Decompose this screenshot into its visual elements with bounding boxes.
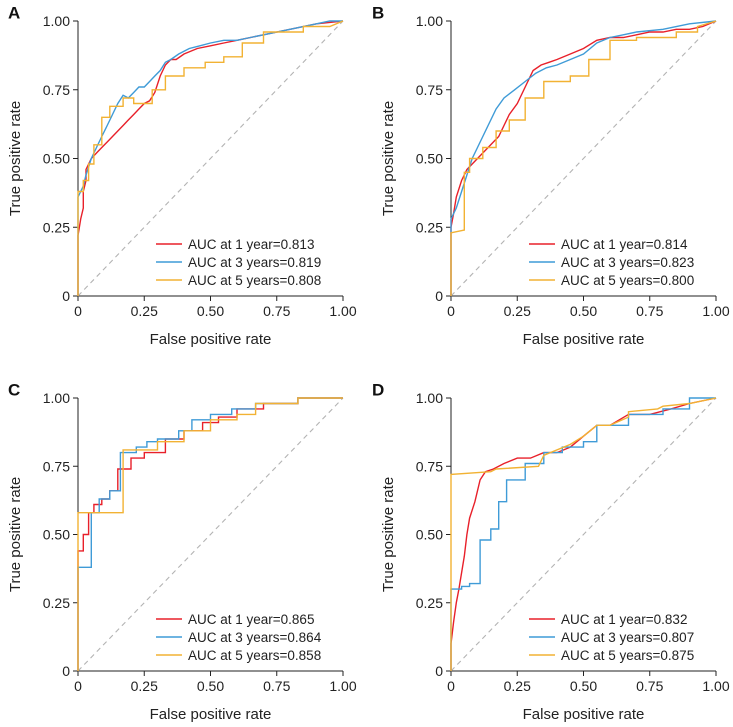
roc-curve-5-years xyxy=(77,20,344,296)
panel-label: D xyxy=(372,380,384,399)
x-tick-label: 1.00 xyxy=(702,303,729,319)
legend-entry: AUC at 1 year=0.813 xyxy=(188,237,314,252)
x-tick-label: 0.25 xyxy=(131,678,158,694)
reference-diagonal-line xyxy=(450,20,717,297)
y-axis-title: True positive rate xyxy=(7,101,24,216)
panel-label: A xyxy=(8,3,20,22)
roc-panel-d: D 00 0.25 0.25 0.50 0.50 0.75 0.75 1.00 1.00 False… xyxy=(372,380,730,723)
x-axis-title: False positive rate xyxy=(523,331,645,348)
x-tick-label: 1.00 xyxy=(702,678,729,694)
y-axis-title: True positive rate xyxy=(380,477,397,592)
y-axis-title: True positive rate xyxy=(7,477,24,592)
legend-entry: AUC at 3 years=0.864 xyxy=(188,630,322,645)
legend-entry: AUC at 5 years=0.875 xyxy=(561,648,694,663)
x-tick-label: 0.75 xyxy=(636,678,663,694)
legend-entry: AUC at 5 years=0.800 xyxy=(561,273,694,288)
legend-entry: AUC at 5 years=0.808 xyxy=(188,273,321,288)
y-tick-label: 0 xyxy=(62,663,70,679)
y-tick-label: 0 xyxy=(435,663,443,679)
x-tick-label: 0.25 xyxy=(504,303,531,319)
legend-entry: AUC at 3 years=0.823 xyxy=(561,255,694,270)
panel-label: C xyxy=(8,380,20,399)
y-tick-label: 0.25 xyxy=(43,219,70,235)
legend-entry: AUC at 3 years=0.819 xyxy=(188,255,321,270)
panel-label: B xyxy=(372,3,384,22)
legend: AUC at 1 year=0.814 AUC at 3 years=0.823 A… xyxy=(529,237,694,288)
legend-entry: AUC at 1 year=0.832 xyxy=(561,612,687,627)
y-tick-label: 0.50 xyxy=(416,527,443,543)
y-tick-label: 0 xyxy=(62,288,70,304)
legend: AUC at 1 year=0.813 AUC at 3 years=0.819 A… xyxy=(156,237,321,288)
x-tick-label: 0.50 xyxy=(197,678,224,694)
roc-panel-b: B 00 0.25 0.25 0.50 0.50 0.75 0.75 1.00 1.00 False… xyxy=(372,3,730,348)
y-tick-label: 1.00 xyxy=(416,390,443,406)
roc-curve-5-years xyxy=(77,397,343,671)
x-tick-label: 0.50 xyxy=(197,303,224,319)
x-tick-label: 0.50 xyxy=(570,303,597,319)
roc-curve-3-years xyxy=(77,20,343,296)
y-tick-label: 0.75 xyxy=(416,82,443,98)
roc-curve-5-years xyxy=(450,20,717,296)
roc-panel-c: C 00 0.25 0.25 0.50 0.50 0.75 0.75 1.00 1.00 False… xyxy=(7,380,357,723)
x-tick-label: 1.00 xyxy=(329,678,356,694)
roc-curve-1-year xyxy=(450,397,717,671)
roc-curve-5-years xyxy=(450,397,717,671)
x-tick-label: 1.00 xyxy=(329,303,356,319)
x-tick-label: 0.75 xyxy=(636,303,663,319)
y-tick-label: 0.75 xyxy=(43,82,70,98)
legend-entry: AUC at 5 years=0.858 xyxy=(188,648,321,663)
x-tick-label: 0.75 xyxy=(263,303,290,319)
x-tick-label: 0.25 xyxy=(504,678,531,694)
y-tick-label: 0.75 xyxy=(416,458,443,474)
y-tick-label: 0.50 xyxy=(416,151,443,167)
x-tick-label: 0.75 xyxy=(263,678,290,694)
legend-entry: AUC at 1 year=0.865 xyxy=(188,612,314,627)
y-tick-label: 0 xyxy=(435,288,443,304)
reference-diagonal-line xyxy=(450,397,717,672)
y-tick-label: 0.50 xyxy=(43,151,70,167)
y-tick-label: 0.25 xyxy=(416,595,443,611)
x-tick-label: 0 xyxy=(447,303,455,319)
x-tick-label: 0.25 xyxy=(131,303,158,319)
legend-entry: AUC at 3 years=0.807 xyxy=(561,630,694,645)
y-tick-label: 1.00 xyxy=(43,390,70,406)
y-tick-label: 1.00 xyxy=(416,13,443,29)
x-tick-label: 0 xyxy=(447,678,455,694)
y-tick-label: 0.75 xyxy=(43,458,70,474)
x-tick-label: 0 xyxy=(74,678,82,694)
x-axis-title: False positive rate xyxy=(150,331,272,348)
x-axis-title: False positive rate xyxy=(150,706,272,723)
roc-curve-3-years xyxy=(450,20,717,296)
y-tick-label: 0.50 xyxy=(43,527,70,543)
reference-diagonal-line xyxy=(77,20,344,297)
legend: AUC at 1 year=0.832 AUC at 3 years=0.807 A… xyxy=(529,612,694,663)
x-tick-label: 0 xyxy=(74,303,82,319)
x-tick-label: 0.50 xyxy=(570,678,597,694)
y-tick-label: 1.00 xyxy=(43,13,70,29)
legend-entry: AUC at 1 year=0.814 xyxy=(561,237,688,252)
legend: AUC at 1 year=0.865 AUC at 3 years=0.864 A… xyxy=(156,612,322,663)
y-tick-label: 0.25 xyxy=(43,595,70,611)
y-tick-label: 0.25 xyxy=(416,219,443,235)
y-axis-title: True positive rate xyxy=(380,101,397,216)
roc-panel-a: A 00 0.25 0.25 0.50 0.50 0.75 0.75 1.00 1.00 False… xyxy=(7,3,357,348)
x-axis-title: False positive rate xyxy=(523,706,645,723)
reference-diagonal-line xyxy=(77,397,344,672)
